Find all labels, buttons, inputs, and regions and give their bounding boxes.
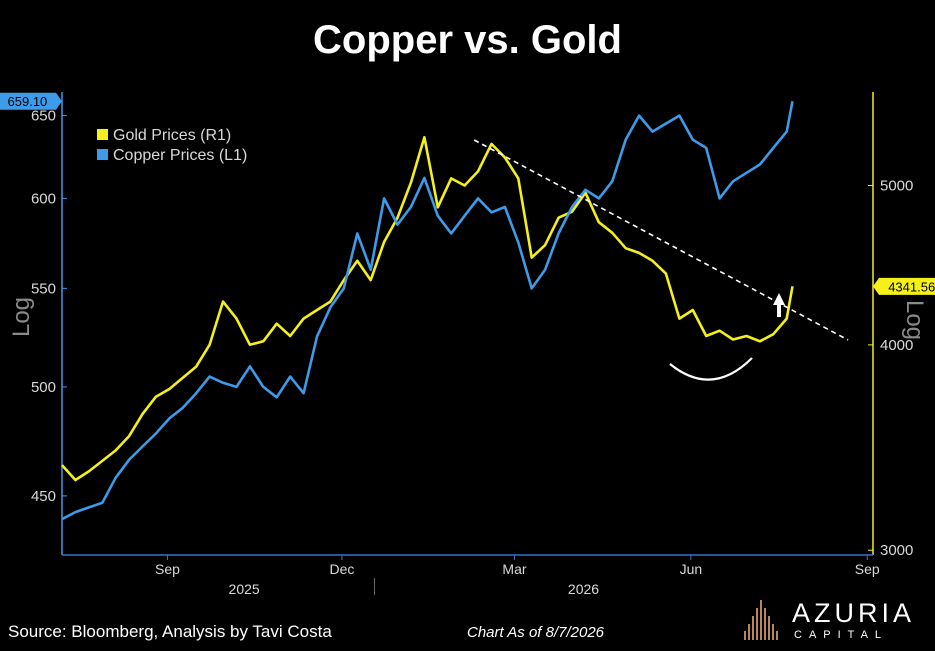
copper-current-value-text: 659.10 [8,94,48,109]
axes-layer: 450 500 550 600 650 3000 4000 5000 Log Log Sep Dec M… [8,92,928,597]
rounding-bottom-arc [669,357,753,381]
legend-label-1: Copper Prices (L1) [113,147,247,164]
left-tick-label-2: 550 [31,280,56,297]
left-tick-label-4: 650 [31,108,56,125]
brand-name: AZURIA [792,598,916,628]
up-arrow-icon [773,293,785,317]
left-tick-label-0: 450 [31,488,56,505]
brand-logo: AZURIA CAPITAL [732,598,932,646]
annotations-layer: 659.10 4341.56 [0,92,935,381]
right-axis-label: Log [901,300,928,340]
right-tick-label-2: 5000 [880,178,913,195]
chart-as-of: Chart As of 8/7/2026 [467,624,605,641]
legend: Gold Prices (R1) Copper Prices (L1) [97,127,247,164]
x-tick-label-3: Jun [680,561,703,577]
x-year-label-0: 2025 [229,581,260,597]
x-tick-label-0: Sep [155,561,180,577]
chart-title: Copper vs. Gold [313,18,622,62]
series-layer [61,100,794,521]
legend-swatch-0 [97,129,108,140]
copper-current-value: 659.10 [0,92,62,110]
x-year-label-1: 2026 [568,581,599,597]
x-tick-label-2: Mar [502,561,526,577]
x-tick-label-4: Sep [855,561,880,577]
legend-swatch-1 [97,149,108,160]
x-tick-label-1: Dec [329,561,354,577]
copper-price-line [61,100,794,521]
brand-sub: CAPITAL [794,629,889,641]
gold-current-value-box [873,277,935,295]
gold-current-value-text: 4341.56 [888,279,935,294]
left-axis-label: Log [8,297,35,337]
downtrend-dashed-line [473,139,849,341]
gold-price-line [61,135,794,482]
pyramid-icon [744,600,778,640]
left-tick-label-1: 500 [31,379,56,396]
right-tick-label-0: 3000 [880,542,913,559]
source-note: Source: Bloomberg, Analysis by Tavi Cost… [8,622,332,641]
legend-label-0: Gold Prices (R1) [113,127,231,144]
right-tick-label-1: 4000 [880,337,913,354]
copper-current-value-box [0,92,62,110]
gold-current-value: 4341.56 [873,277,935,295]
left-tick-label-3: 600 [31,190,56,207]
